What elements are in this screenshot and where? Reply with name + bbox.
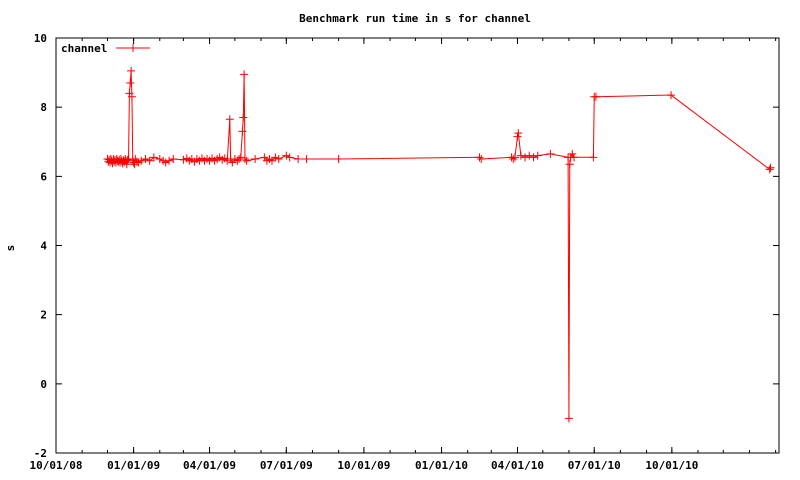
data-point [546,149,555,158]
data-point [285,153,294,162]
data-point [766,163,775,172]
data-point [294,155,303,164]
data-point [251,155,260,164]
data-point [533,151,542,160]
data-point [236,153,245,162]
data-point [132,157,141,166]
y-tick-label: 0 [40,378,47,391]
data-point [475,153,484,162]
data-point [568,149,577,158]
x-tick-label: 01/01/09 [107,459,160,472]
x-tick-label: 04/01/10 [491,459,544,472]
data-point [242,156,251,165]
data-point [223,156,232,165]
data-point [240,155,249,164]
y-axis-ticks: -2 0 2 4 6 8 10 [34,32,779,460]
data-point [145,156,154,165]
data-point [514,129,523,138]
data-point [282,151,291,160]
data-point [137,156,146,165]
data-point [267,156,276,165]
data-point [239,113,248,122]
data-point [179,155,188,164]
data-point [477,155,486,164]
data-point [122,160,131,169]
x-tick-label: 10/01/09 [337,459,390,472]
y-tick-label: 4 [40,240,47,253]
data-point [149,153,158,162]
x-tick-label: 01/01/10 [415,459,468,472]
data-point [529,153,538,162]
data-point [225,115,234,124]
data-point [521,153,530,162]
data-point [126,78,135,87]
data-point [240,70,249,79]
plot-frame [55,37,780,454]
data-point [510,153,519,162]
legend-marker-channel [129,44,137,52]
x-tick-label: 10/01/10 [645,459,698,472]
data-point [765,165,774,174]
data-point [165,156,174,165]
data-point [274,155,283,164]
x-tick-label: 07/01/09 [260,459,313,472]
data-point [127,66,136,75]
y-axis-label: s [4,245,17,252]
data-point [123,155,132,164]
data-point [516,151,525,160]
x-tick-label: 10/01/08 [30,459,83,472]
data-point [127,92,136,101]
data-point [565,160,574,169]
chart-title: Benchmark run time in s for channel [299,12,531,25]
data-point [509,155,518,164]
legend-label-channel: channel [61,42,107,55]
data-point [233,156,242,165]
y-tick-label: 6 [40,170,47,183]
data-point [564,414,573,423]
data-point [525,151,534,160]
data-point [155,155,164,164]
data-point [589,153,598,162]
series-line-channel [106,70,772,419]
data-point [302,155,311,164]
legend: channel [61,42,150,55]
data-point [334,155,343,164]
data-point [569,153,578,162]
data-point [513,132,522,141]
data-point [667,91,676,100]
y-tick-label: -2 [34,447,47,460]
data-point [591,92,600,101]
data-point [161,158,170,167]
data-point [141,155,150,164]
x-axis-ticks: 10/01/08 01/01/09 04/01/09 07/01/09 10/01/09… [30,38,777,472]
data-point [169,155,178,164]
y-tick-label: 2 [40,309,47,322]
data-point [124,155,133,164]
y-tick-label: 8 [40,101,47,114]
data-point [238,127,247,136]
y-tick-label: 10 [34,32,47,45]
series-layer [103,66,775,423]
data-point [271,153,280,162]
x-tick-label: 04/01/09 [183,459,236,472]
x-tick-label: 07/01/10 [568,459,621,472]
